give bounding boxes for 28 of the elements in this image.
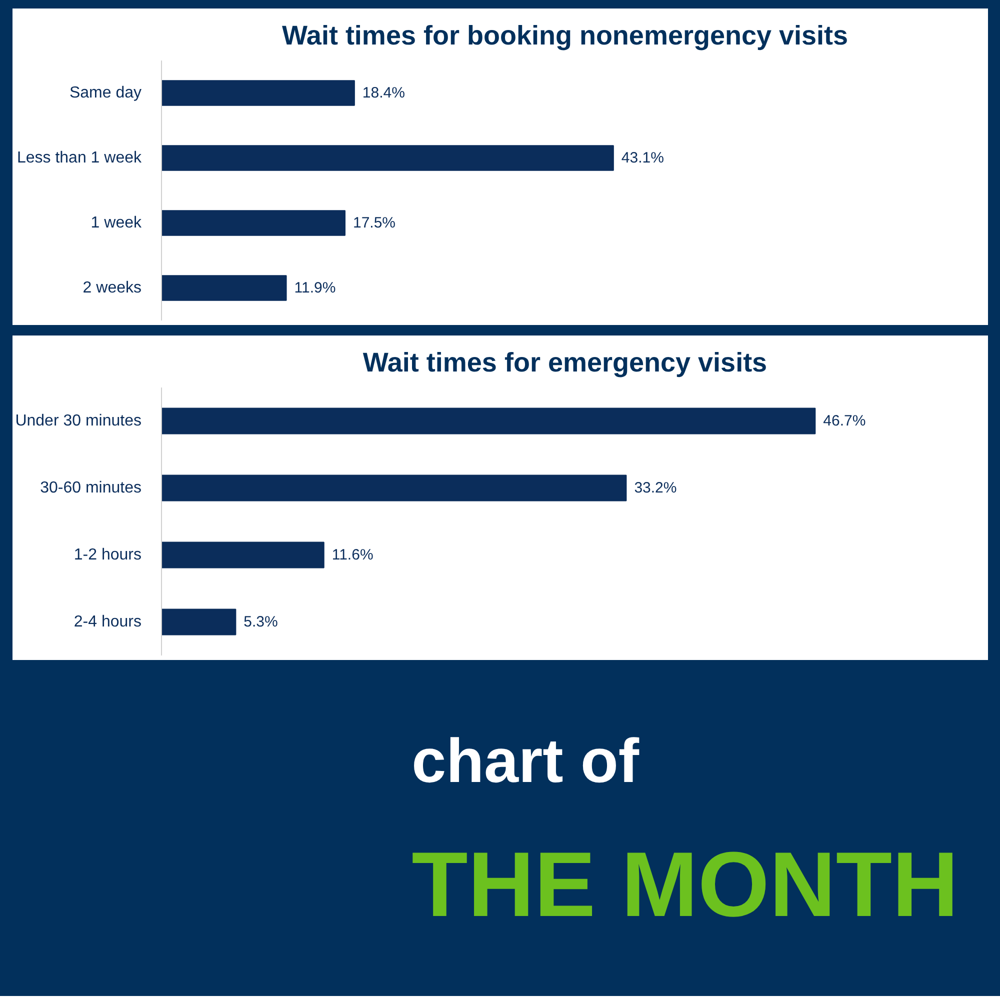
data-label: 33.2% bbox=[634, 480, 677, 496]
y-tick-label: 30-60 minutes bbox=[40, 480, 142, 496]
chart-title: Wait times for booking nonemergency visits bbox=[282, 20, 848, 50]
bar bbox=[162, 474, 627, 502]
text: chart of bbox=[412, 727, 640, 796]
bar bbox=[162, 542, 324, 568]
data-label: 18.4% bbox=[362, 84, 405, 102]
y-tick-label: 2-4 hours bbox=[74, 614, 142, 630]
y-tick-label: Less than 1 week bbox=[16, 150, 142, 166]
data-label: 43.1% bbox=[621, 150, 664, 166]
bar bbox=[162, 80, 355, 106]
data-label: 5.3% bbox=[244, 614, 278, 630]
data-label: 11.9% bbox=[294, 280, 336, 296]
y-tick-label: 1-2 hours bbox=[74, 546, 142, 564]
bar bbox=[162, 608, 236, 636]
bar bbox=[162, 275, 287, 301]
bar bbox=[162, 210, 346, 236]
data-label: 11.6% bbox=[332, 546, 374, 564]
y-tick-label: Under 30 minutes bbox=[15, 412, 142, 430]
y-tick-label: 1 week bbox=[90, 214, 142, 232]
chart-title: Wait times for emergency visits bbox=[362, 348, 768, 378]
y-tick-label: Same day bbox=[69, 84, 142, 102]
data-label: 46.7% bbox=[823, 412, 866, 430]
data-label: 17.5% bbox=[352, 214, 396, 232]
text: THE MONTH bbox=[412, 834, 959, 936]
bar bbox=[162, 145, 614, 171]
y-tick-label: 2 weeks bbox=[82, 280, 142, 296]
bar bbox=[162, 408, 816, 434]
